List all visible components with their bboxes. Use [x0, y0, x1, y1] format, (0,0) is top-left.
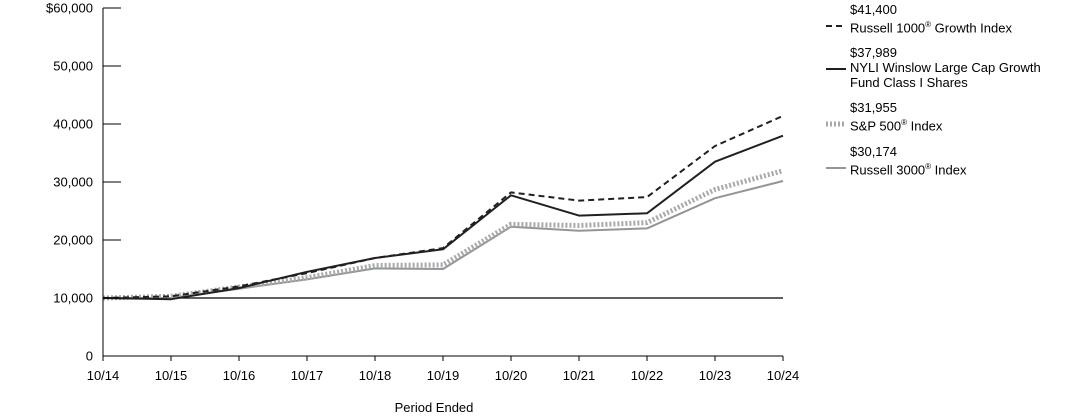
- legend-label: S&P 500® Index: [850, 118, 943, 134]
- x-axis-title: Period Ended: [395, 400, 474, 415]
- legend-item-sp500: $31,955 S&P 500® Index: [826, 100, 1088, 134]
- x-tick-label: 10/15: [155, 368, 188, 383]
- legend-value: $31,955: [850, 100, 897, 116]
- x-tick-label: 10/22: [631, 368, 664, 383]
- y-tick-label: 40,000: [53, 117, 93, 132]
- legend-label: NYLI Winslow Large Cap Growth: [850, 60, 1041, 76]
- y-tick-label: 0: [86, 349, 93, 364]
- legend-value: $37,989: [850, 45, 897, 61]
- legend-label: Russell 3000® Index: [850, 161, 967, 177]
- x-tick-label: 10/23: [699, 368, 732, 383]
- series-line-0: [102, 114, 784, 299]
- legend-swatch-dotted: [826, 121, 846, 127]
- legend-label-line2: Fund Class I Shares: [850, 75, 968, 91]
- y-tick-label: 50,000: [53, 59, 93, 74]
- x-tick-label: 10/19: [427, 368, 460, 383]
- legend-swatch-solid-black: [826, 68, 846, 71]
- legend-item-nyli-fund: $37,989 NYLI Winslow Large Cap Growth Fu…: [826, 45, 1088, 90]
- series-line-1: [102, 134, 784, 301]
- legend-item-russell-3000: $30,174 Russell 3000® Index: [826, 144, 1088, 177]
- x-tick-label: 10/21: [563, 368, 596, 383]
- y-tick-label: $60,000: [46, 1, 93, 16]
- series-line-3: [103, 180, 784, 299]
- legend: $41,400 Russell 1000® Growth Index $37,9…: [826, 2, 1088, 177]
- x-tick-label: 10/17: [291, 368, 324, 383]
- legend-value: $30,174: [850, 143, 897, 159]
- legend-value: $41,400: [850, 2, 897, 17]
- legend-swatch-dashed: [826, 25, 846, 27]
- legend-item-russell-1000-growth: $41,400 Russell 1000® Growth Index: [826, 2, 1088, 35]
- x-tick-label: 10/14: [87, 368, 120, 383]
- series-line-2: [102, 168, 784, 301]
- x-tick-label: 10/24: [767, 368, 800, 383]
- x-tick-label: 10/20: [495, 368, 528, 383]
- legend-label: Russell 1000® Growth Index: [850, 20, 1012, 36]
- y-tick-label: 20,000: [53, 233, 93, 248]
- y-tick-label: 30,000: [53, 175, 93, 190]
- x-tick-label: 10/18: [359, 368, 392, 383]
- legend-swatch-solid-gray: [826, 166, 846, 169]
- y-tick-label: 10,000: [53, 291, 93, 306]
- x-tick-label: 10/16: [223, 368, 256, 383]
